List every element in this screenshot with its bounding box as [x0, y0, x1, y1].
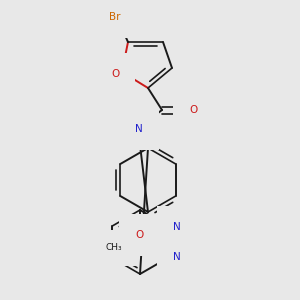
Text: O: O — [189, 105, 197, 115]
Text: Br: Br — [109, 12, 121, 22]
Text: O: O — [135, 230, 143, 240]
Text: N: N — [173, 252, 181, 262]
Text: H: H — [124, 121, 132, 131]
Text: N: N — [135, 124, 143, 134]
Text: N: N — [173, 222, 181, 232]
Text: CH₃: CH₃ — [106, 244, 122, 253]
Text: O: O — [111, 69, 119, 79]
